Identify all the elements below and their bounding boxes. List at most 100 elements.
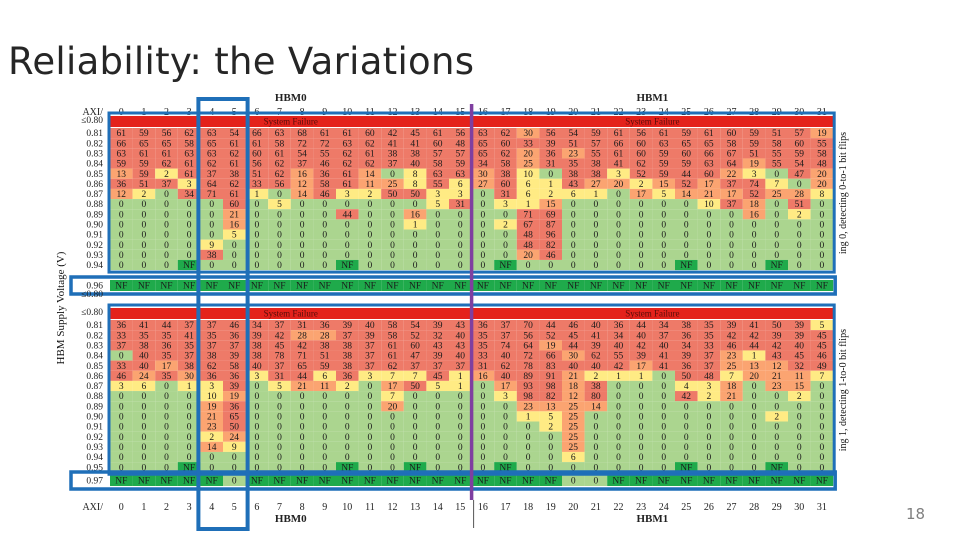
cell-value: 98 bbox=[546, 382, 556, 392]
cell-value: 38 bbox=[139, 341, 149, 351]
panel-1to0-side-label: ing 1, detecting 1-to-0 bit flips bbox=[838, 329, 849, 451]
cell-value: 0 bbox=[481, 200, 486, 210]
heatmap-cell bbox=[155, 451, 178, 463]
cell-value: 5 bbox=[277, 382, 282, 392]
cell-value: 37 bbox=[727, 180, 737, 190]
heatmap-cell bbox=[381, 360, 404, 371]
heatmap-cell bbox=[471, 421, 495, 432]
heatmap-cell bbox=[245, 219, 269, 230]
heatmap-cell bbox=[652, 451, 675, 463]
heatmap-cell bbox=[403, 462, 427, 473]
cell-value: 0 bbox=[187, 443, 192, 453]
cell-value: 38 bbox=[343, 341, 353, 351]
cell-value: NF bbox=[522, 282, 534, 292]
cell-value: 37 bbox=[117, 341, 127, 351]
heatmap-cell bbox=[110, 178, 133, 189]
cell-value: 0 bbox=[526, 463, 531, 473]
cell-value: 54 bbox=[569, 129, 579, 139]
heatmap-cell bbox=[516, 280, 540, 291]
heatmap-cell bbox=[584, 350, 608, 361]
heatmap-cell bbox=[313, 330, 336, 341]
heatmap-cell bbox=[110, 431, 133, 442]
cell-value: NF bbox=[748, 282, 760, 292]
cell-value: 10 bbox=[523, 170, 533, 180]
heatmap-cell bbox=[810, 148, 834, 159]
heatmap-cell bbox=[177, 188, 201, 200]
cell-value: 55 bbox=[433, 180, 443, 190]
heatmap-cell bbox=[110, 209, 133, 220]
heatmap-cell bbox=[313, 431, 336, 442]
cell-value: 0 bbox=[413, 200, 418, 210]
heatmap-cell bbox=[426, 421, 449, 432]
cell-value: 0 bbox=[616, 251, 621, 261]
heatmap-cell bbox=[336, 411, 359, 422]
heatmap-cell bbox=[177, 370, 201, 381]
heatmap-cell bbox=[358, 199, 382, 210]
heatmap-cell bbox=[449, 199, 472, 210]
cell-value: 0 bbox=[368, 433, 373, 443]
heatmap-cell bbox=[742, 259, 766, 271]
heatmap-cell bbox=[223, 219, 246, 230]
heatmap-cell bbox=[155, 219, 178, 230]
cell-value: 35 bbox=[478, 341, 488, 351]
cell-value: 39 bbox=[591, 341, 601, 351]
cell-value: 0 bbox=[639, 402, 644, 412]
heatmap-cell bbox=[720, 391, 743, 402]
heatmap-cell bbox=[629, 168, 653, 179]
heatmap-cell bbox=[381, 431, 404, 442]
cell-value: 36 bbox=[546, 149, 556, 159]
heatmap-cell bbox=[177, 219, 201, 230]
heatmap-cell bbox=[471, 441, 495, 452]
heatmap-cell bbox=[381, 128, 404, 139]
heatmap-cell bbox=[336, 128, 359, 139]
cell-value: 13 bbox=[749, 362, 759, 372]
cell-value: NF bbox=[183, 463, 195, 473]
cell-value: 41 bbox=[659, 352, 669, 362]
heatmap-cell bbox=[629, 188, 653, 200]
cell-value: 0 bbox=[797, 180, 802, 190]
heatmap-cell bbox=[358, 391, 382, 402]
heatmap-cell bbox=[245, 158, 269, 169]
heatmap-cell bbox=[200, 431, 223, 442]
cell-value: 59 bbox=[117, 160, 127, 170]
heatmap-cell bbox=[313, 199, 336, 210]
cell-value: 10 bbox=[704, 200, 714, 210]
cell-value: 58 bbox=[433, 160, 443, 170]
cell-value: 46 bbox=[230, 321, 240, 331]
heatmap-cell bbox=[110, 350, 133, 361]
heatmap-cell bbox=[810, 475, 834, 486]
cell-value: 0 bbox=[774, 392, 779, 402]
cell-value: 46 bbox=[817, 352, 827, 362]
cell-value: 3 bbox=[707, 382, 712, 392]
cell-value: NF bbox=[386, 282, 398, 292]
cell-value: NF bbox=[273, 282, 285, 292]
heatmap-cell bbox=[788, 340, 811, 351]
cell-value: 65 bbox=[297, 362, 307, 372]
cell-value: 66 bbox=[704, 149, 714, 159]
cell-value: 38 bbox=[501, 170, 511, 180]
cell-value: 62 bbox=[230, 180, 240, 190]
cell-value: 24 bbox=[139, 372, 149, 382]
cell-value: 38 bbox=[207, 352, 217, 362]
heatmap-cell bbox=[494, 249, 517, 260]
cell-value: 0 bbox=[255, 413, 260, 423]
cell-value: 37 bbox=[704, 362, 714, 372]
cell-value: 2 bbox=[164, 170, 169, 180]
heatmap-cell bbox=[675, 475, 698, 486]
cell-value: 0 bbox=[820, 261, 825, 271]
cell-value: 58 bbox=[184, 139, 194, 149]
cell-value: NF bbox=[545, 477, 557, 487]
voltage-label: 0.83 bbox=[86, 149, 103, 159]
cell-value: 0 bbox=[119, 413, 124, 423]
voltage-label: 0.93 bbox=[86, 443, 103, 453]
cell-value: 0 bbox=[119, 200, 124, 210]
cell-value: 0 bbox=[481, 463, 486, 473]
heatmap-cell bbox=[629, 138, 653, 149]
heatmap-cell bbox=[426, 138, 449, 149]
cell-value: 45 bbox=[817, 341, 827, 351]
heatmap-cell bbox=[675, 188, 698, 200]
heatmap-cell bbox=[132, 340, 156, 351]
heatmap-cell bbox=[358, 340, 382, 351]
cell-value: 0 bbox=[797, 231, 802, 241]
cell-value: 0 bbox=[774, 443, 779, 453]
